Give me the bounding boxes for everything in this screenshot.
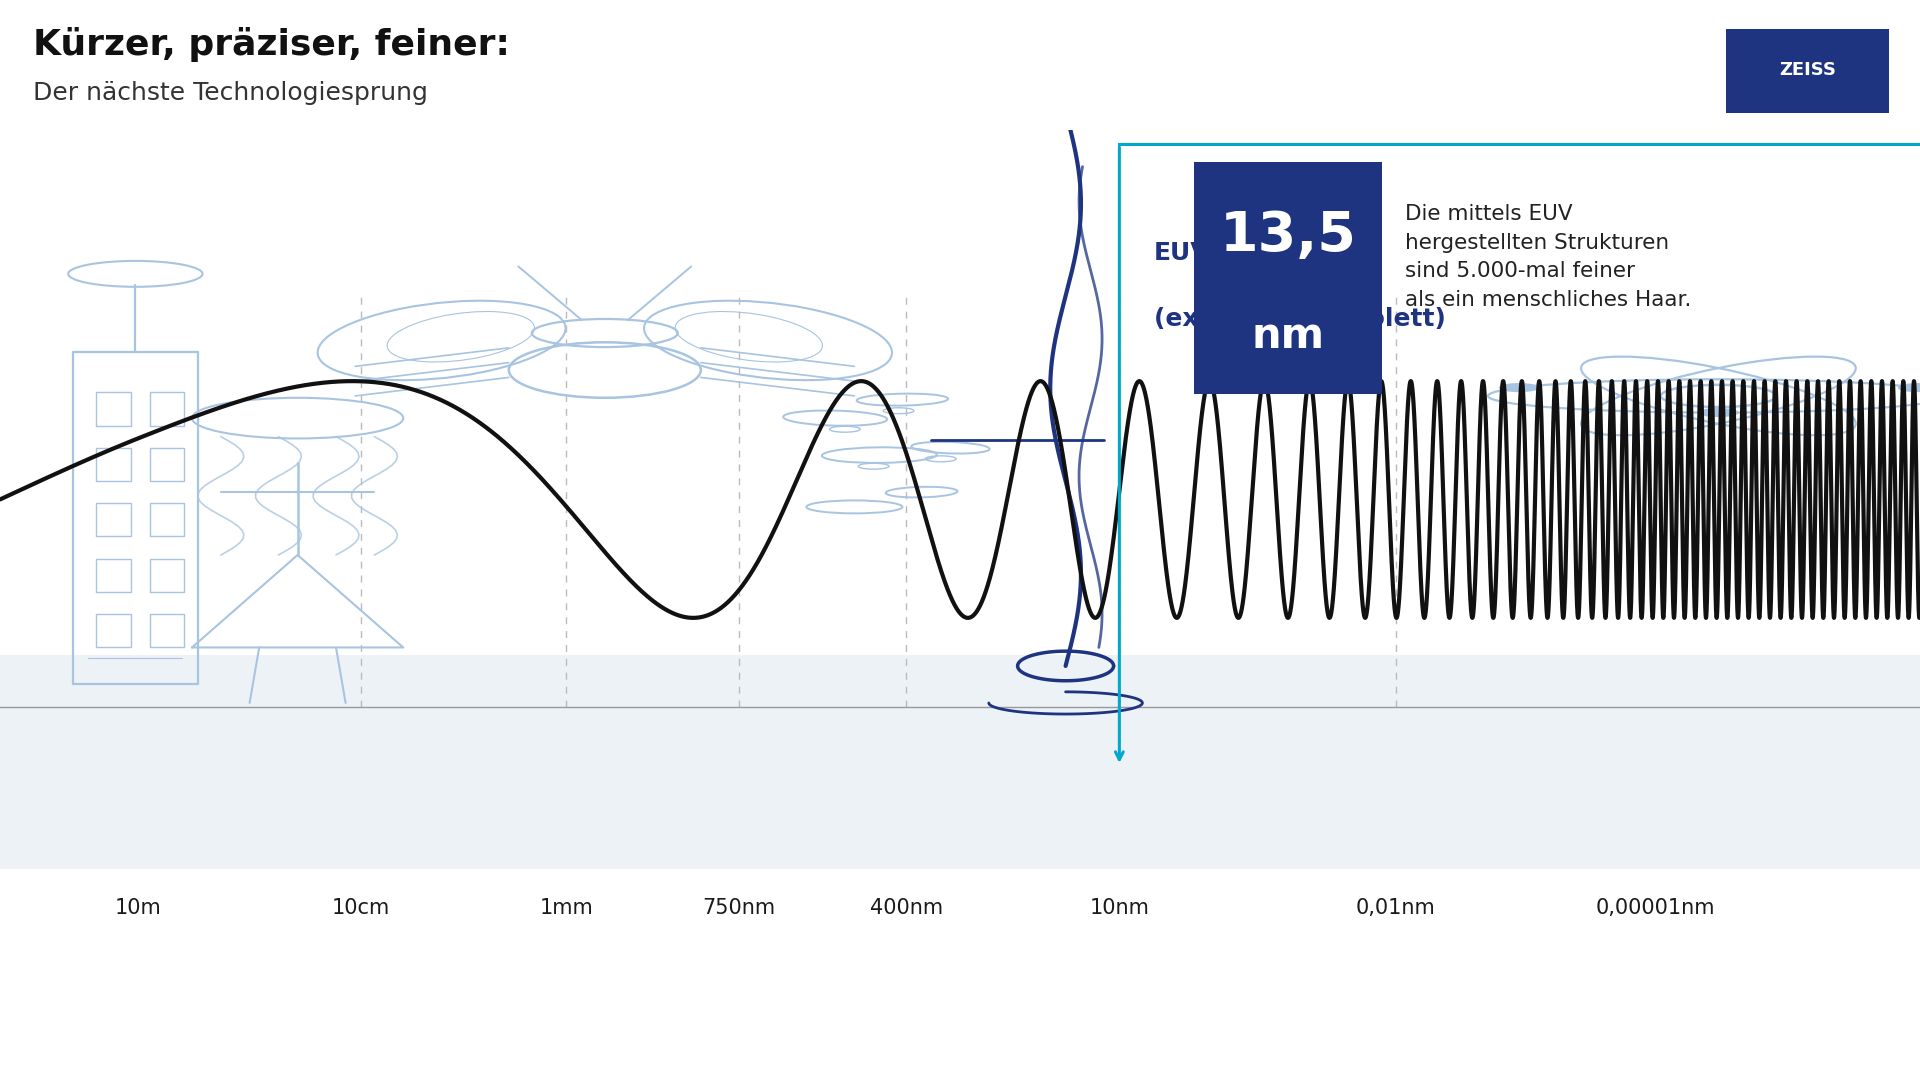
Text: 0,01nm: 0,01nm — [1356, 899, 1436, 918]
Text: 13,5: 13,5 — [1219, 210, 1357, 264]
Circle shape — [1699, 409, 1738, 416]
Text: 10m: 10m — [115, 899, 161, 918]
Circle shape — [1899, 383, 1920, 391]
Text: (extrem ultraviolett): (extrem ultraviolett) — [1154, 307, 1446, 332]
Text: Radio-
strahlung: Radio- strahlung — [207, 997, 292, 1039]
Text: nm: nm — [1252, 315, 1325, 357]
Text: Der nächste Technologiesprung: Der nächste Technologiesprung — [33, 81, 428, 105]
Text: Gamma-
strahlung: Gamma- strahlung — [1484, 997, 1569, 1039]
Text: Die mittels EUV
hergestellten Strukturen
sind 5.000-mal feiner
als ein menschlic: Die mittels EUV hergestellten Strukturen… — [1405, 204, 1692, 310]
Text: 10cm: 10cm — [332, 899, 390, 918]
Text: Sichtbares
Licht: Sichtbares Licht — [776, 997, 872, 1039]
Text: 1mm: 1mm — [540, 899, 593, 918]
Text: ZEISS: ZEISS — [1780, 62, 1836, 79]
Text: 10nm: 10nm — [1089, 899, 1150, 918]
Circle shape — [1500, 383, 1538, 391]
Text: 750nm: 750nm — [703, 899, 776, 918]
Text: Infrarot
(IR): Infrarot (IR) — [620, 997, 685, 1039]
Text: Ultraviolett
(UV): Ultraviolett (UV) — [964, 997, 1064, 1039]
Text: EUV-Technologie: EUV-Technologie — [1154, 241, 1382, 265]
FancyBboxPatch shape — [0, 654, 1920, 869]
Text: Mikrowellen-
strahlung: Mikrowellen- strahlung — [407, 997, 522, 1039]
Text: 0,00001nm: 0,00001nm — [1596, 899, 1715, 918]
Text: Röntgen-
strahlung: Röntgen- strahlung — [1215, 997, 1300, 1039]
Text: 400nm: 400nm — [870, 899, 943, 918]
Text: Kürzer, präziser, feiner:: Kürzer, präziser, feiner: — [33, 27, 509, 62]
